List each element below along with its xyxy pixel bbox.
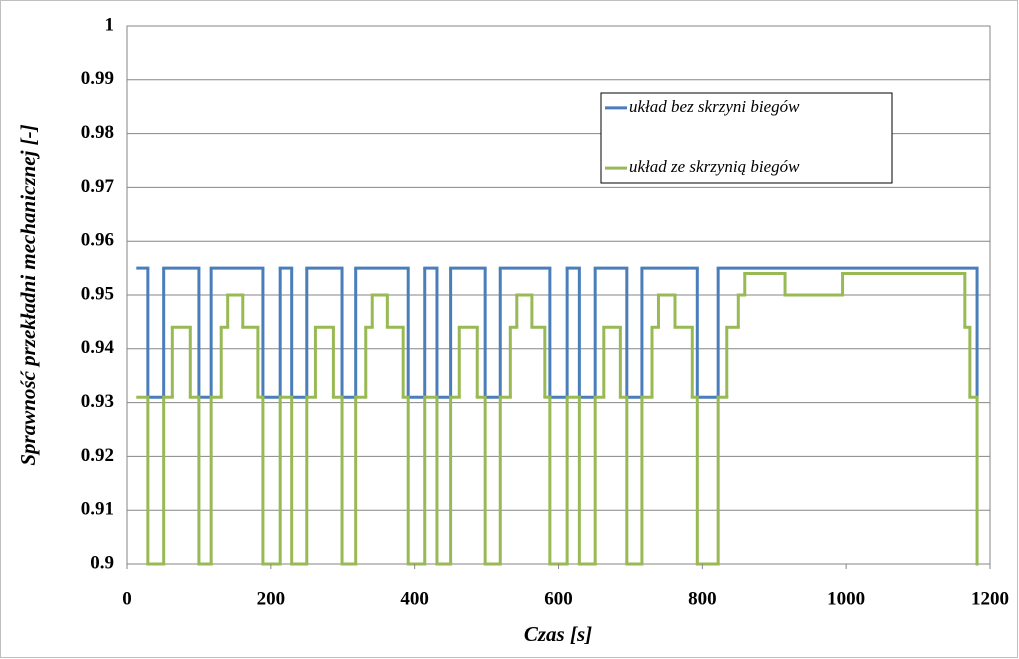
y-tick-label: 0.91 xyxy=(81,499,114,520)
y-tick-label: 0.97 xyxy=(81,176,115,197)
x-tick-label: 400 xyxy=(400,588,429,609)
x-axis-title: Czas [s] xyxy=(524,622,592,646)
plot xyxy=(136,266,979,566)
x-tick-label: 1000 xyxy=(827,588,865,609)
y-tick-label: 0.95 xyxy=(81,283,114,304)
x-tick-label: 1200 xyxy=(971,588,1009,609)
y-tick-label: 1 xyxy=(105,14,115,35)
y-tick-label: 0.92 xyxy=(81,445,114,466)
legend-box xyxy=(600,92,893,184)
y-tick-label: 0.93 xyxy=(81,391,114,412)
x-tick-label: 200 xyxy=(257,588,286,609)
y-tick-label: 0.98 xyxy=(81,122,114,143)
x-tick-label: 0 xyxy=(122,588,132,609)
legend: układ bez skrzyni biegów układ ze skrzyni… xyxy=(600,92,893,184)
legend-label: układ ze skrzynią biegów xyxy=(629,157,800,176)
y-tick-label: 0.96 xyxy=(81,230,114,251)
y-axis-title: Sprawność przekładni mechanicznej [-] xyxy=(16,124,40,465)
y-tick-label: 0.94 xyxy=(81,337,115,358)
y-tick-label: 0.9 xyxy=(90,552,114,573)
y-tick-label: 0.99 xyxy=(81,68,114,89)
x-tick-label: 600 xyxy=(544,588,573,609)
legend-label: układ bez skrzyni biegów xyxy=(629,97,800,116)
x-tick-label: 800 xyxy=(688,588,717,609)
